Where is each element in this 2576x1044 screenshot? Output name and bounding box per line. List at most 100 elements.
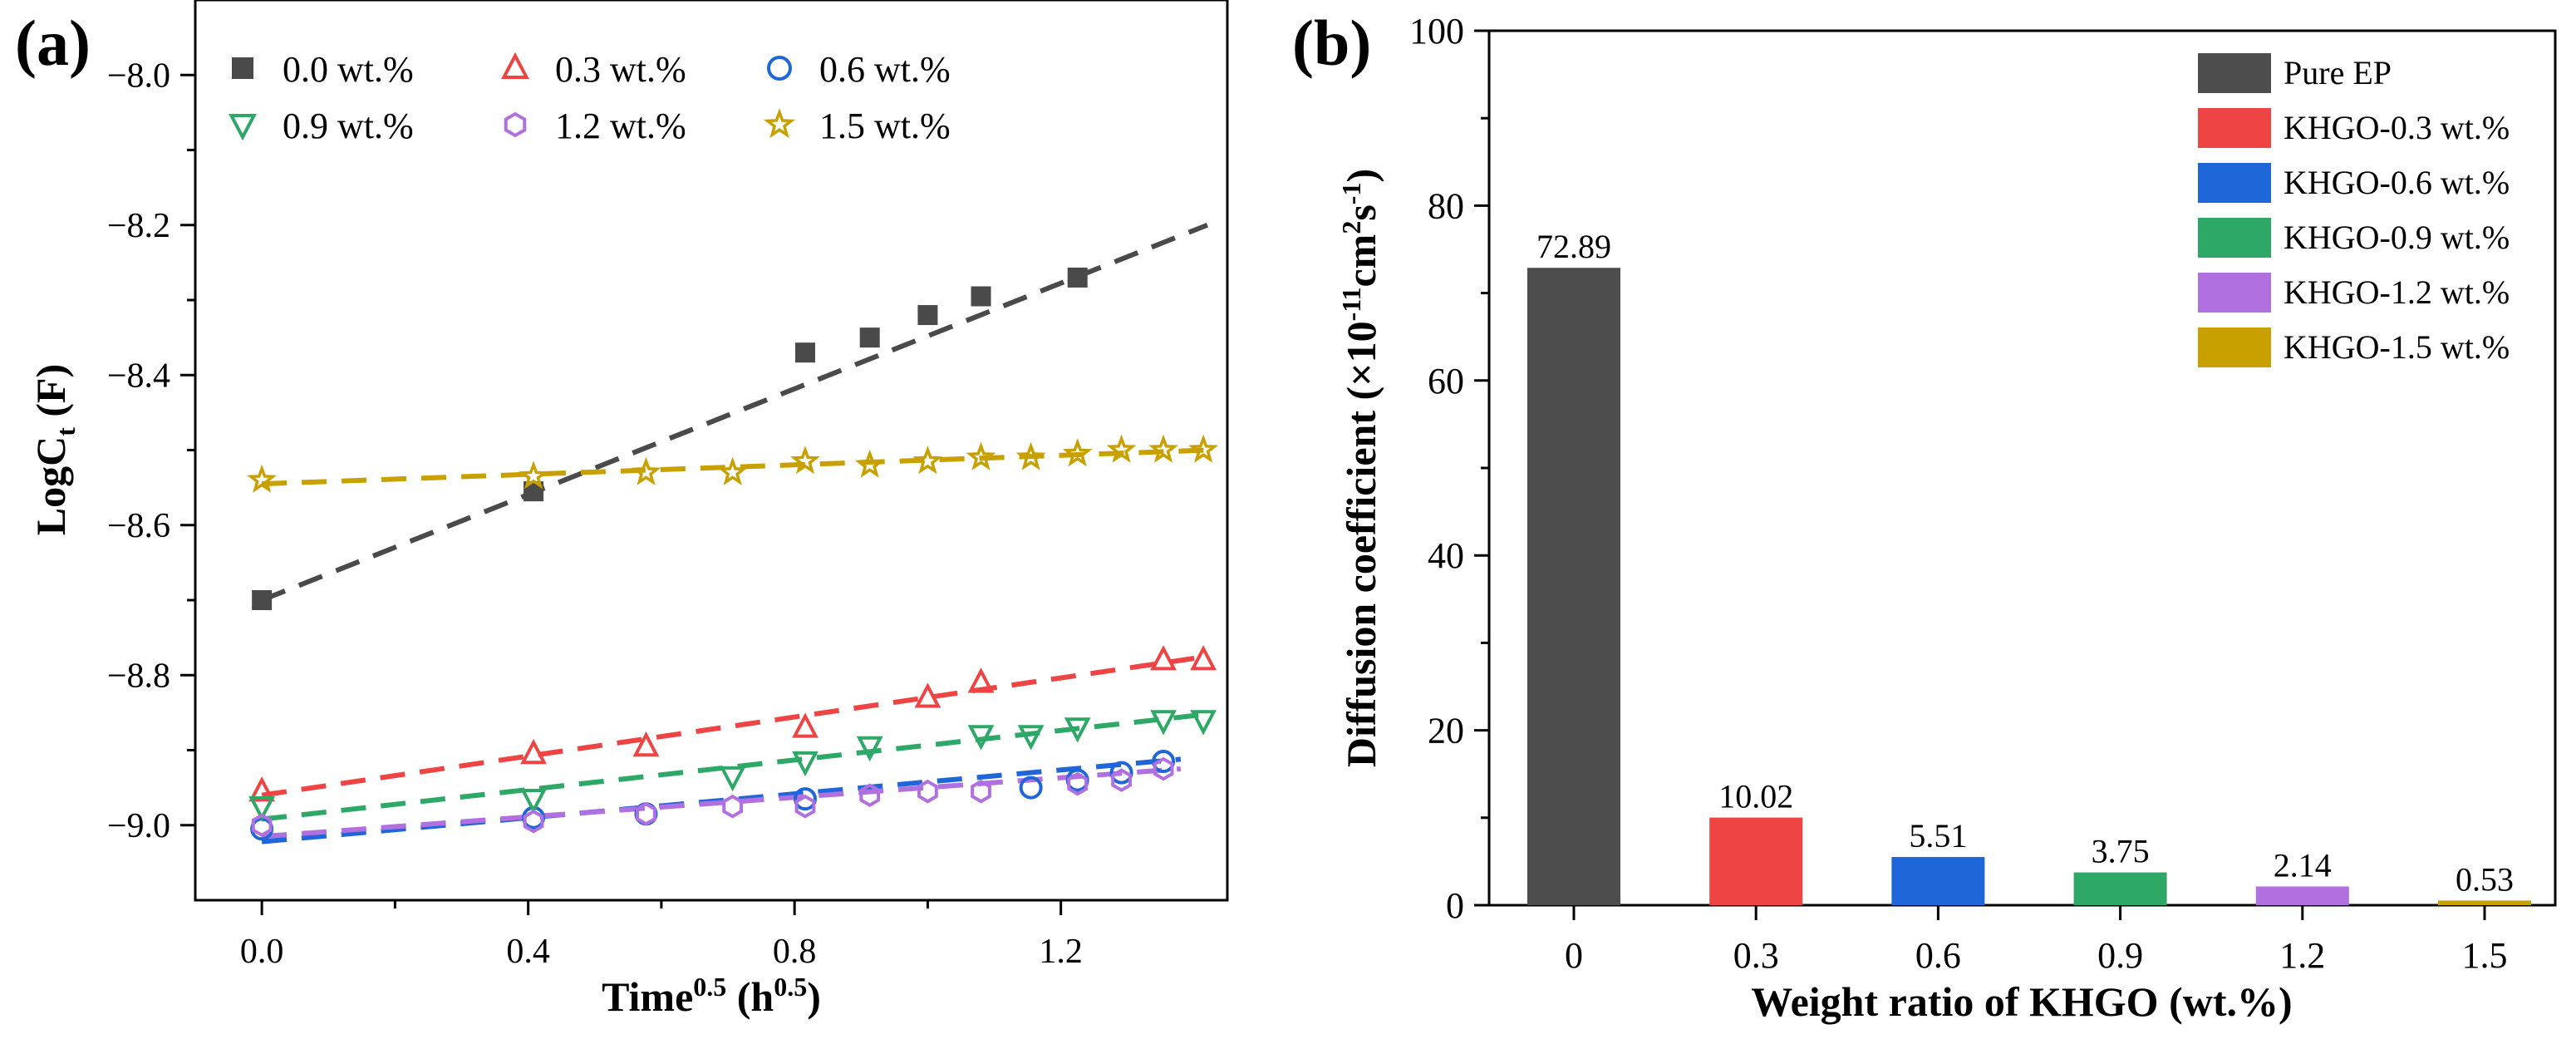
data-point [967, 725, 995, 751]
data-point [794, 342, 815, 363]
data-point [520, 738, 547, 765]
data-point [1062, 438, 1093, 467]
x-tick-label: 0.3 [1733, 935, 1779, 976]
legend-swatch [2198, 108, 2271, 148]
data-point [854, 449, 885, 478]
legend-label: Pure EP [2283, 54, 2392, 91]
legend-marker [229, 113, 257, 141]
data-point [856, 736, 883, 762]
data-point [1150, 645, 1177, 671]
data-point [966, 441, 996, 470]
x-tick-label: 1.2 [2279, 935, 2325, 976]
data-point [636, 801, 656, 826]
data-point [792, 712, 819, 738]
panel-b-ticks: 0 20 40 60 80 100 0 0.3 0.6 0.9 1.2 1.5 [1409, 11, 2508, 976]
data-point [520, 788, 547, 815]
y-tick-label: −8.6 [107, 507, 170, 545]
data-point [1153, 756, 1174, 781]
legend-label: KHGO-1.2 wt.% [2283, 273, 2510, 311]
panel-b-bars: 72.89 10.02 5.51 3.75 2.14 0.53 [1527, 228, 2531, 905]
data-point [248, 776, 276, 802]
bar-value-label: 0.53 [2456, 860, 2514, 898]
bar-value-label: 72.89 [1536, 228, 1611, 265]
panel-b-x-axis-title: Weight ratio of KHGO (wt.%) [1751, 978, 2292, 1025]
y-tick-label: −8.4 [107, 357, 170, 395]
data-point [722, 794, 744, 819]
legend-label: KHGO-1.5 wt.% [2283, 328, 2510, 366]
data-point [1067, 771, 1089, 796]
panel-b-legend: Pure EP KHGO-0.3 wt.% KHGO-0.6 wt.% KHGO-0.… [2198, 53, 2510, 367]
fit-line [261, 222, 1209, 603]
y-tick-label: −9.0 [107, 807, 170, 845]
legend-swatch [2198, 327, 2271, 367]
legend-marker [504, 111, 527, 138]
legend-swatch [2198, 163, 2271, 203]
data-point [967, 667, 995, 693]
data-point [1109, 761, 1133, 785]
panel-a-x-axis-title: Time0.5 (h0.5) [602, 972, 821, 1020]
data-point [1015, 441, 1046, 470]
y-tick-label: 100 [1409, 11, 1464, 52]
bar [1709, 817, 1803, 905]
panel-a-ticks: 0.0 0.4 0.8 1.2 −9.0 −8.8 −8.6 −8.4 −8.2 −8.0 [107, 57, 1083, 971]
panel-b-y-axis-title: Diffusion coefficient (×10-11cm2s-1) [1336, 169, 1384, 767]
legend-marker [501, 52, 529, 80]
data-point [914, 682, 941, 708]
x-tick-label: 1.2 [1039, 933, 1083, 971]
data-point [859, 327, 880, 348]
panel-b: (b) 0 20 40 60 80 100 0 0.3 0.6 0.9 1.2 1.5 72.89 10… [1292, 7, 2557, 1025]
legend-marker [232, 57, 253, 79]
legend-label: 1.2 wt.% [555, 106, 686, 146]
y-tick-label: 0 [1446, 885, 1464, 926]
legend-label: KHGO-0.9 wt.% [2283, 219, 2510, 256]
legend-label: KHGO-0.6 wt.% [2283, 164, 2510, 201]
y-tick-label: −8.2 [107, 207, 170, 245]
data-point [1190, 710, 1217, 736]
bar-value-label: 3.75 [2092, 833, 2150, 870]
bar-value-label: 2.14 [2274, 846, 2332, 884]
data-point [519, 460, 548, 490]
data-point [794, 794, 816, 819]
data-point [1067, 267, 1088, 288]
panel-a-points [247, 267, 1219, 841]
data-point [252, 590, 273, 610]
panel-a-legend: 0.0 wt.% 0.3 wt.% 0.6 wt.% 0.9 wt.% 1.2 wt.%… [229, 49, 951, 146]
x-tick-label: 0.9 [2097, 935, 2143, 976]
legend-swatch [2198, 53, 2271, 93]
legend-label: 0.0 wt.% [283, 49, 414, 90]
y-tick-label: −8.8 [107, 657, 170, 695]
panel-b-label: (b) [1292, 7, 1371, 79]
data-point [1190, 645, 1217, 671]
x-tick-label: 0.0 [240, 933, 284, 971]
data-point [251, 813, 273, 838]
data-point [912, 446, 943, 475]
data-point [917, 779, 938, 804]
data-point [971, 286, 991, 307]
y-tick-label: 60 [1428, 361, 1464, 401]
bar [2438, 900, 2531, 905]
data-point [1019, 776, 1043, 800]
data-point [1148, 434, 1178, 463]
data-point [859, 783, 881, 807]
fit-line [261, 766, 1182, 840]
legend-swatch [2198, 273, 2271, 313]
bar-value-label: 10.02 [1718, 778, 1793, 815]
data-point [1106, 434, 1137, 463]
legend-swatch [2198, 218, 2271, 258]
x-tick-label: 0.4 [506, 933, 550, 971]
y-tick-label: −8.0 [107, 57, 170, 95]
data-point [247, 464, 278, 493]
data-point [792, 751, 819, 777]
data-point [631, 456, 661, 485]
legend-label: 0.6 wt.% [819, 49, 951, 90]
legend-label: 0.3 wt.% [555, 49, 686, 90]
x-tick-label: 0.6 [1915, 935, 1961, 976]
legend-marker [767, 56, 792, 81]
panel-a-y-axis-title: LogCt (F) [27, 364, 81, 535]
panel-a-label: (a) [15, 7, 91, 79]
data-point [790, 446, 820, 475]
x-tick-label: 0.8 [773, 933, 817, 971]
data-point [248, 795, 276, 822]
data-point [632, 731, 660, 757]
